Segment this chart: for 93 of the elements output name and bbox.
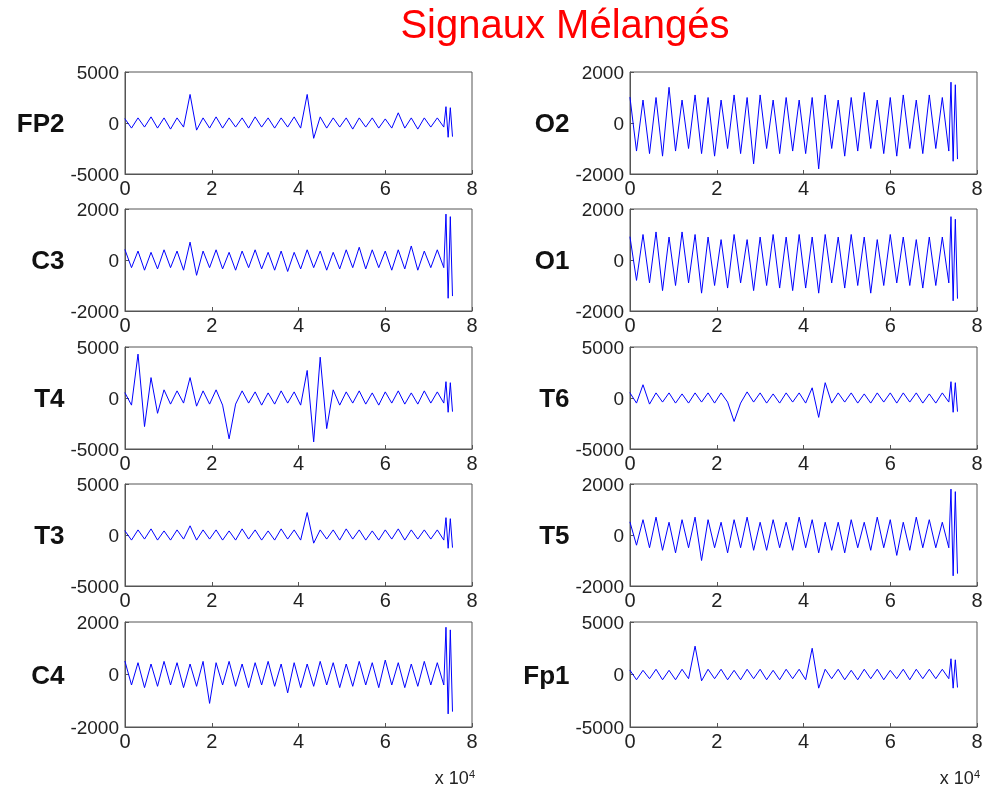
x-tick-label: 8 <box>971 589 983 611</box>
y-axis-title: Fp1 <box>523 659 570 690</box>
y-tick-label: 2000 <box>581 198 624 220</box>
x-tick-label: 4 <box>292 730 305 752</box>
line-series <box>629 488 958 577</box>
y-tick-label: -5000 <box>70 575 119 597</box>
y-tick-label: -2000 <box>575 300 624 322</box>
y-axis-title: C3 <box>31 245 65 275</box>
x-tick-label: 4 <box>292 452 305 474</box>
y-tick-label: 0 <box>108 112 119 134</box>
y-tick-label: 0 <box>108 249 119 271</box>
x-tick-label: 4 <box>292 589 305 611</box>
x-tick-label: 4 <box>797 177 810 199</box>
y-tick-label: 2000 <box>76 198 119 220</box>
x-tick-label: 8 <box>466 314 478 336</box>
y-tick-label: -5000 <box>575 438 624 460</box>
line-series <box>124 626 453 715</box>
x-tick-label: 8 <box>971 730 983 752</box>
y-tick-label: 5000 <box>581 336 624 358</box>
line-series <box>124 93 453 139</box>
x-tick-label: 6 <box>379 177 391 199</box>
x-tick-label: 2 <box>206 314 218 336</box>
x-tick-label: 8 <box>466 177 478 199</box>
line-series <box>629 216 958 302</box>
x-tick-label: 2 <box>711 730 723 752</box>
x-tick-label: 8 <box>466 452 478 474</box>
x-tick-label: 6 <box>884 177 896 199</box>
y-tick-label: 2000 <box>76 611 119 633</box>
text: Signaux Mélangés <box>399 2 731 47</box>
x-tick-label: 4 <box>292 177 305 199</box>
x-tick-label: 6 <box>884 314 896 336</box>
y-tick-label: -5000 <box>70 163 119 185</box>
y-tick-label: 0 <box>108 387 119 409</box>
x-tick-label: 2 <box>711 177 723 199</box>
y-axis-title: T4 <box>34 383 66 413</box>
x-tick-label: 4 <box>797 314 810 336</box>
y-tick-label: -2000 <box>70 716 119 738</box>
x-tick-label: 6 <box>884 730 896 752</box>
x-tick-label: 6 <box>379 314 391 336</box>
x-tick-label: 8 <box>971 177 983 199</box>
y-axis-title: FP2 <box>16 108 65 138</box>
x-tick-label: 2 <box>206 177 218 199</box>
y-axis-title: T5 <box>539 520 570 550</box>
x-tick-label: 6 <box>884 589 896 611</box>
y-tick-label: 0 <box>613 524 624 546</box>
y-tick-label: 5000 <box>76 473 119 495</box>
y-tick-label: 0 <box>613 387 624 409</box>
line-series <box>629 645 958 689</box>
x-tick-label: 4 <box>292 314 305 336</box>
line-series <box>124 512 453 549</box>
x-axis-title: x 10$^{4}$ <box>434 768 475 790</box>
x-tick-label: 6 <box>379 730 391 752</box>
y-tick-label: 0 <box>613 249 624 271</box>
line-series <box>629 81 958 170</box>
line-series <box>124 213 453 299</box>
y-axis-title: T6 <box>539 383 570 413</box>
y-tick-label: 2000 <box>581 473 624 495</box>
y-axis-title: C4 <box>31 659 66 690</box>
x-tick-label: 6 <box>379 452 391 474</box>
y-tick-label: 0 <box>108 524 119 546</box>
x-tick-label: 2 <box>711 314 723 336</box>
x-tick-label: 8 <box>971 314 983 336</box>
y-tick-label: -5000 <box>70 438 119 460</box>
y-axis-title: O2 <box>534 108 570 138</box>
line-series <box>124 353 453 443</box>
line-series <box>629 381 958 422</box>
x-tick-label: 8 <box>466 730 478 752</box>
x-axis-title: x 10$^{4}$ <box>939 768 980 790</box>
y-tick-label: 2000 <box>581 61 624 83</box>
x-tick-label: 4 <box>797 589 810 611</box>
x-tick-label: 2 <box>711 589 723 611</box>
x-tick-label: 6 <box>379 589 391 611</box>
y-tick-label: 5000 <box>581 611 624 633</box>
x-tick-label: 8 <box>466 589 478 611</box>
y-tick-label: 5000 <box>76 336 119 358</box>
x-tick-label: 8 <box>971 452 983 474</box>
x-tick-label: 2 <box>206 452 218 474</box>
x-tick-label: 4 <box>797 452 810 474</box>
y-tick-label: -2000 <box>575 163 624 185</box>
y-axis-title: O1 <box>534 245 570 275</box>
x-tick-label: 6 <box>884 452 896 474</box>
y-tick-label: -5000 <box>575 716 624 738</box>
y-tick-label: 0 <box>613 664 624 685</box>
x-tick-label: 2 <box>206 589 218 611</box>
y-tick-label: 0 <box>613 112 624 134</box>
y-tick-label: -2000 <box>575 575 624 597</box>
x-tick-label: 2 <box>711 452 723 474</box>
y-tick-label: 0 <box>108 664 119 685</box>
x-tick-label: 4 <box>797 730 810 752</box>
y-tick-label: -2000 <box>70 300 119 322</box>
y-axis-title: T3 <box>34 520 65 550</box>
y-tick-label: 5000 <box>76 61 119 83</box>
x-tick-label: 2 <box>206 730 218 752</box>
